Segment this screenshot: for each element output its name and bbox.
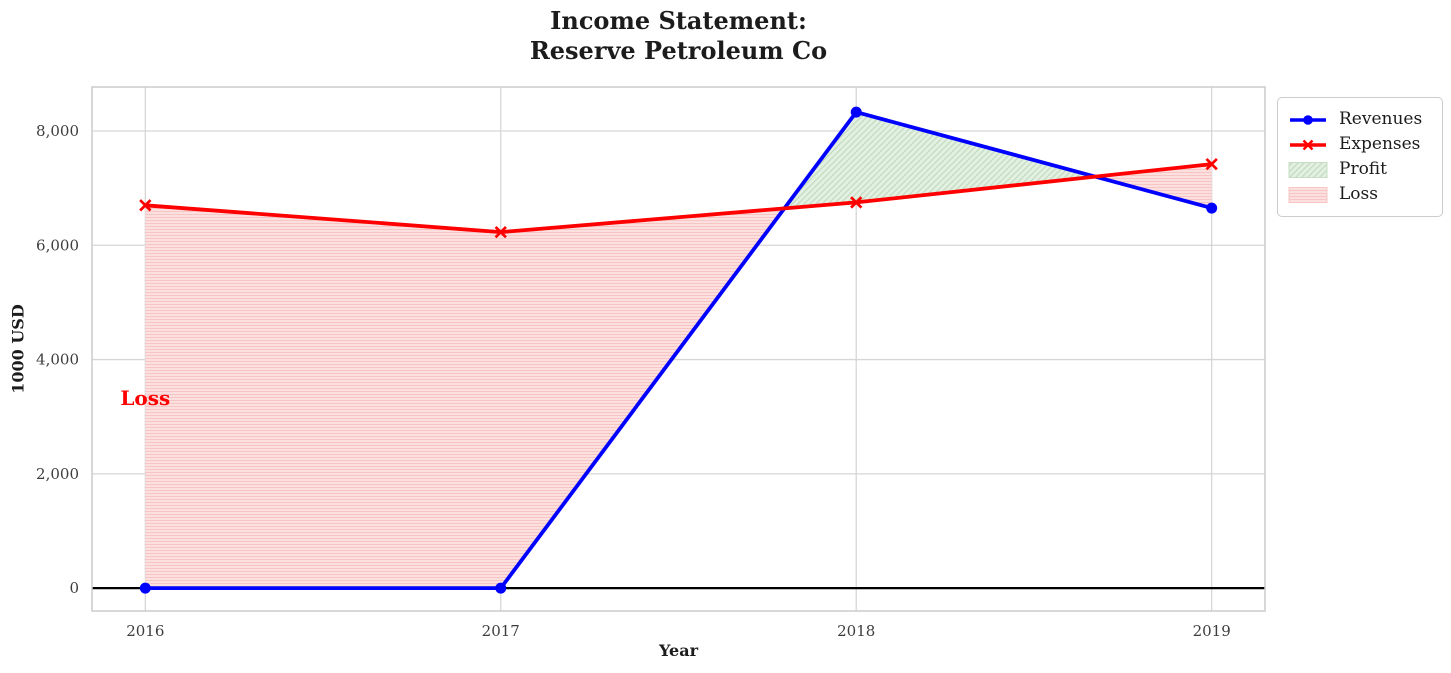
profit-patch-icon [1288, 161, 1328, 178]
revenues-marker [1206, 202, 1218, 214]
expenses-marker [850, 196, 863, 209]
loss-patch-icon [1288, 186, 1328, 203]
y-tick-label: 4,000 [36, 351, 79, 369]
chart-title: Income Statement: Reserve Petroleum Co [529, 6, 828, 65]
plot-frame [91, 86, 1266, 612]
expenses-marker [139, 199, 152, 212]
revenues-marker [850, 106, 862, 118]
fill-region-loss [145, 205, 785, 589]
legend: Revenues Expenses Profit Loss [1277, 97, 1443, 217]
y-tick-label: 6,000 [36, 236, 79, 254]
x-tick-label: 2017 [482, 622, 520, 640]
x-tick-label: 2018 [837, 622, 875, 640]
expenses-marker [1205, 157, 1218, 171]
x-tick-label: 2016 [126, 622, 164, 640]
expenses-marker [494, 225, 507, 239]
legend-item-loss: Loss [1288, 182, 1442, 207]
expenses-line [145, 162, 1212, 235]
legend-label-expenses: Expenses [1339, 134, 1421, 154]
y-tick-label: 8,000 [36, 122, 79, 140]
legend-item-revenues: Revenues [1288, 107, 1442, 132]
expenses-line-icon [1290, 139, 1326, 150]
loss-annotation: Loss [120, 386, 170, 410]
revenues-line [145, 110, 1213, 590]
legend-label-profit: Profit [1339, 159, 1387, 179]
revenues-marker [139, 582, 151, 594]
legend-label-revenues: Revenues [1339, 109, 1423, 129]
x-tick-label: 2019 [1193, 622, 1231, 640]
legend-item-expenses: Expenses [1288, 132, 1442, 157]
y-tick-label: 2,000 [36, 465, 79, 483]
legend-item-profit: Profit [1288, 157, 1442, 182]
x-axis-label: Year [658, 641, 698, 660]
y-tick-label: 0 [69, 579, 79, 597]
revenues-marker [495, 582, 507, 594]
legend-label-loss: Loss [1339, 184, 1378, 204]
revenues-line-icon [1290, 114, 1326, 125]
